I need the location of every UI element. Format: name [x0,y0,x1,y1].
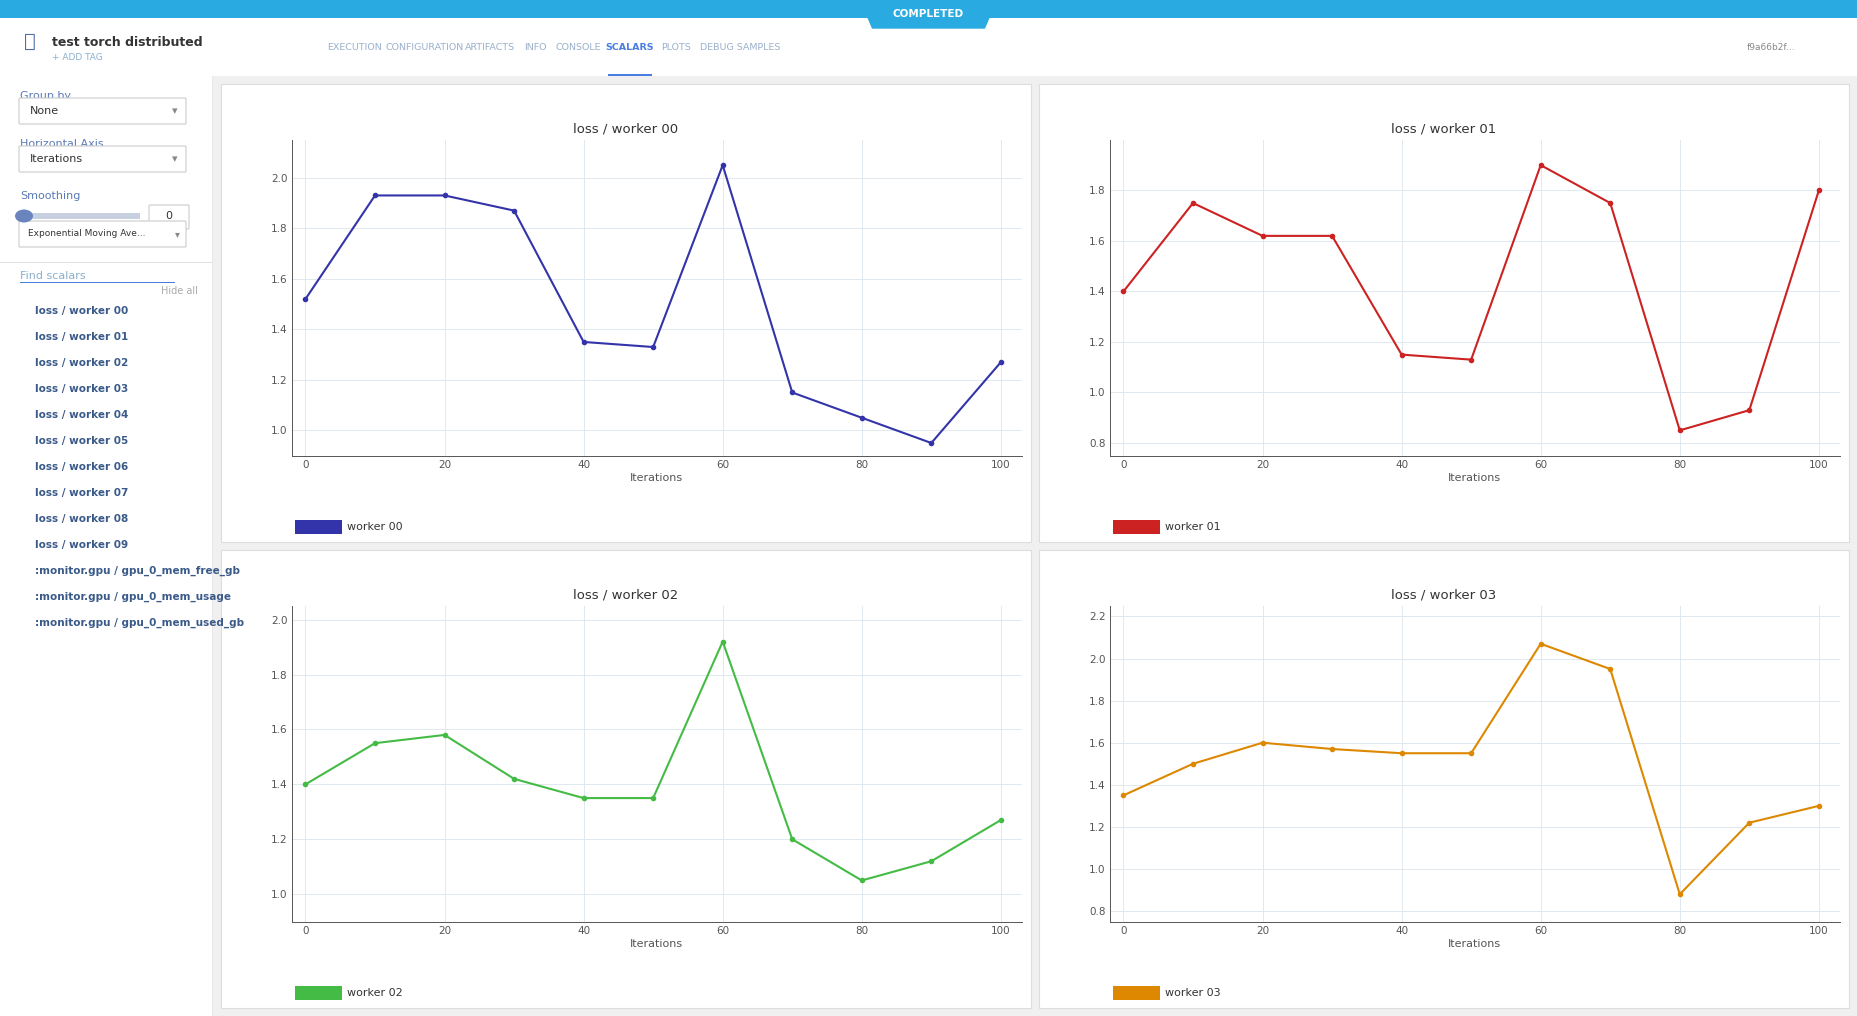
Polygon shape [860,0,997,28]
Text: worker 01: worker 01 [1166,522,1220,531]
Text: :monitor.gpu / gpu_0_mem_used_gb: :monitor.gpu / gpu_0_mem_used_gb [35,618,243,628]
Text: loss / worker 02: loss / worker 02 [574,588,678,601]
FancyBboxPatch shape [149,205,189,229]
Text: loss / worker 07: loss / worker 07 [35,488,128,498]
Text: SCALARS: SCALARS [605,43,654,52]
Text: COMPLETED: COMPLETED [893,9,964,19]
Text: None: None [30,106,59,116]
Text: DEBUG SAMPLES: DEBUG SAMPLES [700,43,780,52]
Text: Smoothing: Smoothing [20,191,80,201]
Text: Iterations: Iterations [30,154,84,164]
X-axis label: Iterations: Iterations [1448,939,1500,949]
Text: f9a66b2f...: f9a66b2f... [1747,43,1796,52]
Text: CONFIGURATION: CONFIGURATION [386,43,464,52]
Ellipse shape [15,209,33,223]
Bar [0,16,1857,18]
Bar [0,76,214,1016]
Text: loss / worker 08: loss / worker 08 [35,514,128,524]
Text: loss / worker 02: loss / worker 02 [35,358,128,368]
Text: loss / worker 04: loss / worker 04 [35,410,128,420]
X-axis label: Iterations: Iterations [1448,472,1500,483]
Text: + ADD TAG: + ADD TAG [52,53,102,62]
Text: worker 03: worker 03 [1166,988,1220,998]
Bar [1114,986,1161,1000]
Text: Hide all: Hide all [162,285,199,296]
Text: test torch distributed: test torch distributed [52,37,202,50]
X-axis label: Iterations: Iterations [630,472,683,483]
Text: 0: 0 [165,211,173,221]
FancyBboxPatch shape [19,221,186,247]
Text: 🎓: 🎓 [24,31,35,51]
Bar [1040,84,1850,542]
Bar [0,18,1857,76]
Text: ▾: ▾ [173,106,178,116]
FancyBboxPatch shape [19,146,186,172]
Text: loss / worker 00: loss / worker 00 [35,306,128,316]
Text: worker 02: worker 02 [347,988,403,998]
Text: loss / worker 00: loss / worker 00 [574,123,678,135]
Text: loss / worker 03: loss / worker 03 [1391,588,1497,601]
Text: Find scalars: Find scalars [20,271,85,281]
Text: Horizontal Axis: Horizontal Axis [20,139,104,149]
Bar [1114,519,1161,533]
Bar [20,213,139,219]
Text: :monitor.gpu / gpu_0_mem_free_gb: :monitor.gpu / gpu_0_mem_free_gb [35,566,240,576]
Bar [214,76,1857,1016]
Bar [221,550,1031,1008]
Text: loss / worker 06: loss / worker 06 [35,462,128,472]
Bar [1040,550,1850,1008]
Bar [607,73,652,76]
Text: CONSOLE: CONSOLE [555,43,602,52]
Text: worker 00: worker 00 [347,522,403,531]
Bar [221,84,1031,542]
Text: loss / worker 05: loss / worker 05 [35,436,128,446]
Text: :monitor.gpu / gpu_0_mem_usage: :monitor.gpu / gpu_0_mem_usage [35,592,230,602]
Text: loss / worker 01: loss / worker 01 [35,332,128,342]
Text: loss / worker 09: loss / worker 09 [35,539,128,550]
Text: ▾: ▾ [175,229,180,239]
Text: EXECUTION: EXECUTION [327,43,383,52]
X-axis label: Iterations: Iterations [630,939,683,949]
Text: loss / worker 01: loss / worker 01 [1391,123,1497,135]
Bar [295,519,342,533]
Text: Group by: Group by [20,91,71,101]
Text: Exponential Moving Ave...: Exponential Moving Ave... [28,230,145,239]
Bar [0,0,1857,18]
FancyBboxPatch shape [19,98,186,124]
Text: PLOTS: PLOTS [661,43,691,52]
Text: INFO: INFO [524,43,546,52]
Text: ARTIFACTS: ARTIFACTS [464,43,514,52]
Text: ▾: ▾ [173,154,178,164]
Bar [295,986,342,1000]
Text: loss / worker 03: loss / worker 03 [35,384,128,394]
